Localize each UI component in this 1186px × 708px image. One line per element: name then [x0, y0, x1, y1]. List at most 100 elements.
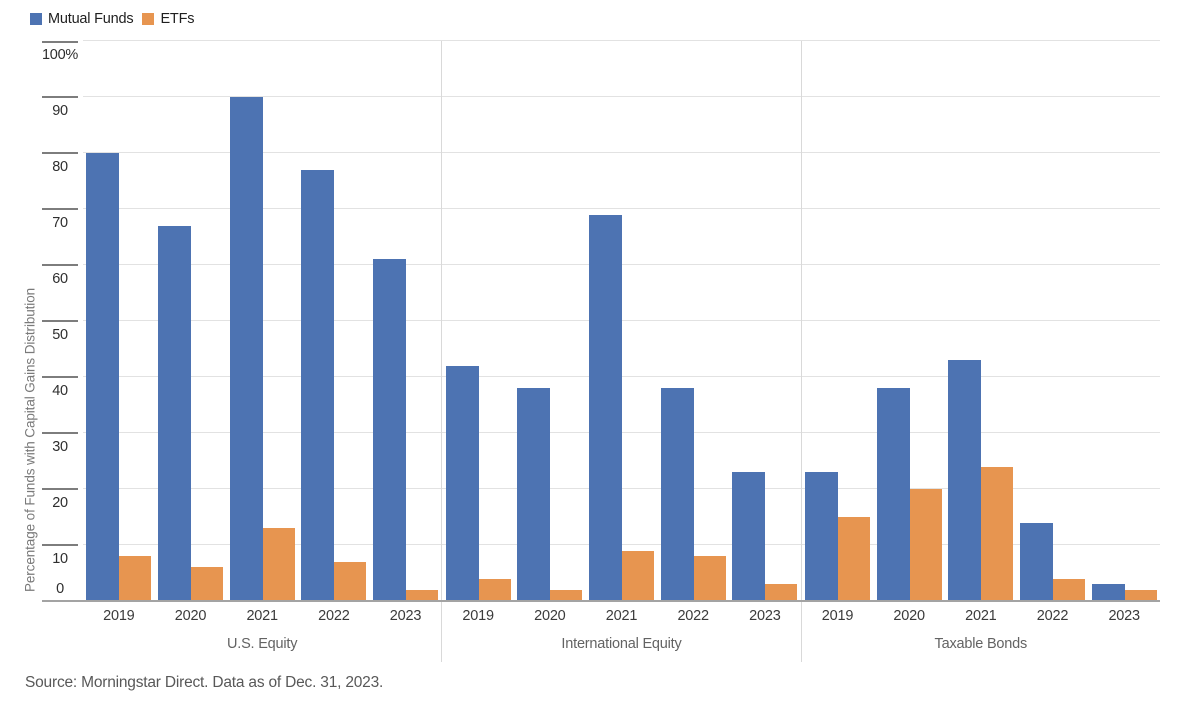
source-note: Source: Morningstar Direct. Data as of D…: [25, 674, 384, 691]
year-label: 2019: [103, 608, 135, 624]
year-group-2021: [586, 41, 658, 601]
year-label: 2023: [749, 608, 781, 624]
legend-label-etfs: ETFs: [160, 11, 195, 27]
section-international-equity: 2019 2020 2021 2022 2023 International Equity: [442, 41, 802, 662]
bar-etfs-2020: [191, 567, 223, 601]
year-label: 2022: [318, 608, 350, 624]
gridline-80: [83, 152, 1160, 153]
bar-etfs-2019: [478, 578, 511, 601]
bars-row: [442, 41, 800, 601]
category-label: Taxable Bonds: [934, 636, 1028, 652]
year-group-2020: [155, 41, 227, 601]
year-group-2020: [873, 41, 945, 601]
bar-mutual-funds-2020: [876, 388, 910, 601]
y-tick-50: [42, 320, 78, 322]
year-label: 2023: [389, 608, 422, 624]
y-tick-60: [42, 264, 78, 266]
bar-etfs-2022: [1053, 578, 1085, 601]
year-group-2021: [226, 41, 298, 601]
legend-item-etfs: ETFs: [142, 11, 194, 27]
bar-mutual-funds-2023: [732, 472, 766, 601]
bar-etfs-2021: [981, 466, 1014, 601]
y-tick-label: 100%: [42, 47, 78, 63]
chart-legend: Mutual Funds ETFs: [30, 11, 194, 27]
year-label: 2023: [1108, 608, 1140, 624]
y-tick-100: [42, 41, 78, 43]
bar-mutual-funds-2022: [1020, 522, 1053, 601]
year-label: 2019: [821, 608, 854, 624]
y-tick-label: 90: [52, 103, 68, 119]
year-label: 2019: [462, 608, 494, 624]
year-group-2019: [442, 41, 514, 601]
category-label: International Equity: [561, 636, 682, 652]
bar-mutual-funds-2021: [948, 360, 982, 601]
section-taxable-bonds: 2019 2020 2021 2022 2023 Taxable Bonds: [802, 41, 1160, 662]
bar-mutual-funds-2022: [301, 169, 335, 601]
year-labels-row: 2019 2020 2021 2022 2023: [442, 601, 800, 627]
year-group-2023: [370, 41, 442, 601]
y-tick-label: 70: [52, 215, 68, 231]
year-group-2022: [657, 41, 729, 601]
bar-mutual-funds-2023: [373, 259, 407, 601]
y-tick-30: [42, 432, 78, 434]
y-tick-label: 0: [56, 581, 64, 597]
bar-mutual-funds-2019: [86, 153, 120, 601]
y-tick-90: [42, 96, 78, 98]
bar-mutual-funds-2019: [445, 365, 479, 601]
bar-etfs-2023: [406, 589, 439, 601]
year-label: 2021: [605, 608, 638, 624]
year-label: 2021: [246, 608, 278, 624]
bar-etfs-2021: [262, 528, 295, 601]
y-axis-title: Percentage of Funds with Capital Gains D…: [22, 287, 38, 593]
y-tick-10: [42, 544, 78, 546]
bar-etfs-2023: [765, 584, 798, 601]
y-tick-label: 60: [52, 271, 68, 287]
y-tick-20: [42, 488, 78, 490]
bar-etfs-2023: [1124, 589, 1157, 601]
y-tick-label: 20: [52, 495, 68, 511]
bar-etfs-2020: [550, 589, 583, 601]
year-group-2022: [1017, 41, 1089, 601]
x-axis-baseline: [42, 600, 1160, 602]
year-label: 2020: [534, 608, 566, 624]
gridline-70: [83, 208, 1160, 209]
year-group-2022: [298, 41, 370, 601]
y-tick-70: [42, 208, 78, 210]
bar-mutual-funds-2021: [589, 214, 622, 601]
bar-mutual-funds-2020: [158, 225, 191, 601]
bar-sections: 2019 2020 2021 2022 2023 U.S. Equity 2019 2020 2…: [83, 41, 1160, 662]
bar-mutual-funds-2019: [804, 472, 838, 601]
bar-mutual-funds-2020: [517, 388, 551, 601]
year-group-2020: [514, 41, 586, 601]
bars-row: [802, 41, 1160, 601]
year-label: 2020: [174, 608, 207, 624]
bar-mutual-funds-2021: [229, 97, 263, 601]
y-tick-label: 40: [52, 383, 68, 399]
y-tick-label: 30: [52, 439, 68, 455]
bar-etfs-2022: [334, 561, 367, 601]
legend-label-mutual-funds: Mutual Funds: [48, 11, 134, 27]
y-tick-40: [42, 376, 78, 378]
gridline-90: [83, 96, 1160, 97]
bar-etfs-2019: [119, 556, 152, 601]
y-tick-label: 10: [52, 551, 68, 567]
year-group-2023: [729, 41, 801, 601]
year-group-2019: [802, 41, 874, 601]
bar-etfs-2019: [837, 517, 870, 601]
bar-etfs-2020: [909, 489, 942, 601]
year-labels-row: 2019 2020 2021 2022 2023: [83, 601, 441, 627]
bar-mutual-funds-2022: [660, 388, 694, 601]
bars-row: [83, 41, 441, 601]
y-tick-80: [42, 152, 78, 154]
bar-etfs-2021: [622, 550, 654, 601]
y-tick-label: 50: [52, 327, 68, 343]
y-tick-label: 80: [52, 159, 68, 175]
y-axis-ticks: 100% 90 80 70 60 50 40 30 20 10 0: [42, 41, 78, 602]
legend-item-mutual-funds: Mutual Funds: [30, 11, 134, 27]
bar-mutual-funds-2023: [1091, 584, 1125, 601]
year-label: 2022: [677, 608, 709, 624]
year-group-2023: [1088, 41, 1160, 601]
category-label: U.S. Equity: [226, 636, 298, 652]
bar-etfs-2022: [693, 556, 726, 601]
